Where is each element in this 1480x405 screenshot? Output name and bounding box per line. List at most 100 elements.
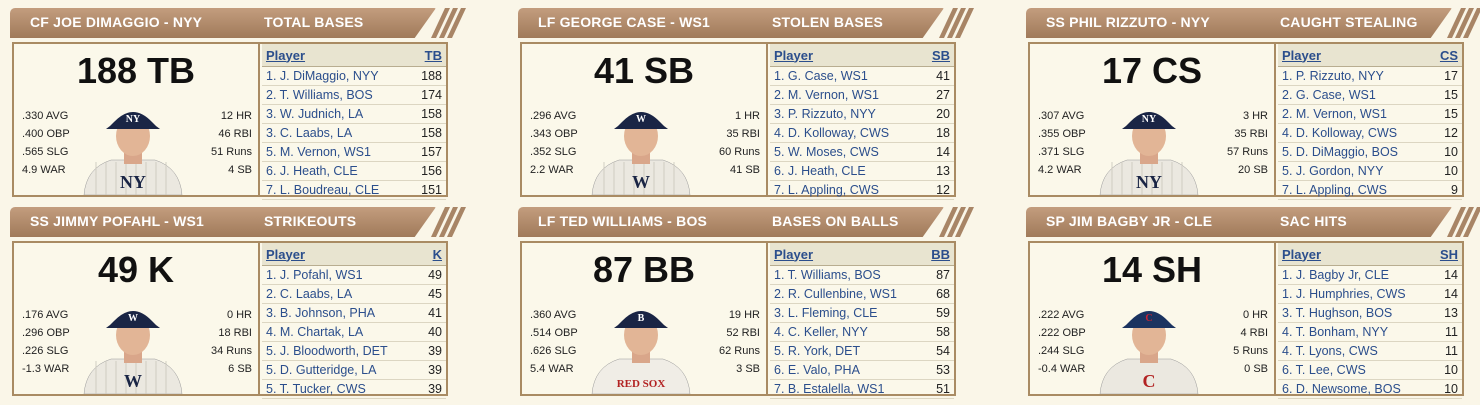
table-row[interactable]: 5. D. Gutteridge, LA 39 [262,361,446,380]
leader-name[interactable]: 1. G. Case, WS1 [774,69,868,83]
player-portrait[interactable]: NY NY [76,98,190,196]
leader-name[interactable]: 2. R. Cullenbine, WS1 [774,287,897,301]
player-column-header[interactable]: Player [1282,246,1322,262]
table-row[interactable]: 5. J. Gordon, NYY 10 [1278,162,1462,181]
table-row[interactable]: 4. C. Keller, NYY 58 [770,323,954,342]
table-row[interactable]: 1. J. Bagby Jr, CLE 14 [1278,266,1462,285]
leader-name[interactable]: 3. P. Rizzuto, NYY [774,107,876,121]
table-row[interactable]: 5. W. Moses, CWS 14 [770,143,954,162]
table-row[interactable]: 2. T. Williams, BOS 174 [262,86,446,105]
leader-name[interactable]: 2. G. Case, WS1 [1282,88,1376,102]
table-row[interactable]: 2. R. Cullenbine, WS1 68 [770,285,954,304]
player-column-header[interactable]: Player [266,47,306,63]
leader-name[interactable]: 2. C. Laabs, LA [266,287,353,301]
table-row[interactable]: 1. G. Case, WS1 41 [770,67,954,86]
stat-column-header[interactable]: CS [1439,47,1458,63]
leader-name[interactable]: 4. D. Kolloway, CWS [1282,126,1398,140]
leader-name[interactable]: 3. L. Fleming, CLE [774,306,878,320]
table-row[interactable]: 4. D. Kolloway, CWS 18 [770,124,954,143]
stat-column-header[interactable]: TB [424,47,442,63]
player-portrait[interactable]: B RED SOX [584,297,698,395]
table-row[interactable]: 3. T. Hughson, BOS 13 [1278,304,1462,323]
player-column-header[interactable]: Player [1282,47,1322,63]
leader-name[interactable]: 1. J. Pofahl, WS1 [266,268,363,282]
leader-name[interactable]: 4. T. Bonham, NYY [1282,325,1389,339]
player-title[interactable]: LF TED WILLIAMS - BOS [538,213,708,229]
leader-name[interactable]: 6. D. Newsome, BOS [1282,382,1401,396]
leader-name[interactable]: 6. J. Heath, CLE [774,164,866,178]
leader-name[interactable]: 5. J. Bloodworth, DET [266,344,388,358]
player-portrait[interactable]: W W [76,297,190,395]
player-title[interactable]: SP JIM BAGBY JR - CLE [1046,213,1213,229]
leader-name[interactable]: 5. D. DiMaggio, BOS [1282,145,1399,159]
player-portrait[interactable]: NY NY [1092,98,1206,196]
leader-name[interactable]: 5. W. Moses, CWS [774,145,879,159]
table-row[interactable]: 2. G. Case, WS1 15 [1278,86,1462,105]
leader-name[interactable]: 1. J. Bagby Jr, CLE [1282,268,1389,282]
leader-name[interactable]: 3. W. Judnich, LA [266,107,364,121]
table-row[interactable]: 6. D. Newsome, BOS 10 [1278,380,1462,399]
stat-column-header[interactable]: SB [931,47,950,63]
leader-name[interactable]: 7. L. Appling, CWS [774,183,879,197]
leader-name[interactable]: 5. J. Gordon, NYY [1282,164,1384,178]
table-row[interactable]: 4. T. Lyons, CWS 11 [1278,342,1462,361]
leader-name[interactable]: 6. J. Heath, CLE [266,164,358,178]
table-row[interactable]: 1. J. Pofahl, WS1 49 [262,266,446,285]
leader-name[interactable]: 7. L. Appling, CWS [1282,183,1387,197]
leader-name[interactable]: 4. D. Kolloway, CWS [774,126,890,140]
leader-name[interactable]: 2. M. Vernon, WS1 [774,88,879,102]
player-title[interactable]: SS PHIL RIZZUTO - NYY [1046,14,1210,30]
leader-name[interactable]: 4. M. Chartak, LA [266,325,364,339]
leader-name[interactable]: 7. B. Estalella, WS1 [774,382,885,396]
table-row[interactable]: 3. L. Fleming, CLE 59 [770,304,954,323]
table-row[interactable]: 2. C. Laabs, LA 45 [262,285,446,304]
table-row[interactable]: 6. T. Lee, CWS 10 [1278,361,1462,380]
table-row[interactable]: 1. J. DiMaggio, NYY 188 [262,67,446,86]
table-row[interactable]: 1. P. Rizzuto, NYY 17 [1278,67,1462,86]
player-column-header[interactable]: Player [774,246,814,262]
leader-name[interactable]: 3. C. Laabs, LA [266,126,353,140]
leader-name[interactable]: 1. P. Rizzuto, NYY [1282,69,1384,83]
leader-name[interactable]: 2. T. Williams, BOS [266,88,373,102]
player-title[interactable]: CF JOE DIMAGGIO - NYY [30,14,203,30]
table-row[interactable]: 5. T. Tucker, CWS 39 [262,380,446,399]
table-row[interactable]: 6. J. Heath, CLE 156 [262,162,446,181]
player-portrait[interactable]: W W [584,98,698,196]
leader-name[interactable]: 1. J. Humphries, CWS [1282,287,1406,301]
leader-name[interactable]: 2. M. Vernon, WS1 [1282,107,1387,121]
table-row[interactable]: 3. B. Johnson, PHA 41 [262,304,446,323]
table-row[interactable]: 7. L. Appling, CWS 9 [1278,181,1462,200]
leader-name[interactable]: 5. D. Gutteridge, LA [266,363,377,377]
table-row[interactable]: 5. R. York, DET 54 [770,342,954,361]
stat-column-header[interactable]: K [432,246,442,262]
table-row[interactable]: 5. J. Bloodworth, DET 39 [262,342,446,361]
player-title[interactable]: SS JIMMY POFAHL - WS1 [30,213,205,229]
leader-name[interactable]: 3. T. Hughson, BOS [1282,306,1393,320]
leader-name[interactable]: 4. T. Lyons, CWS [1282,344,1378,358]
leader-name[interactable]: 5. T. Tucker, CWS [266,382,366,396]
leader-name[interactable]: 7. L. Boudreau, CLE [266,183,380,197]
table-row[interactable]: 5. D. DiMaggio, BOS 10 [1278,143,1462,162]
player-portrait[interactable]: C C [1092,297,1206,395]
leader-name[interactable]: 1. T. Williams, BOS [774,268,881,282]
table-row[interactable]: 6. E. Valo, PHA 53 [770,361,954,380]
table-row[interactable]: 5. M. Vernon, WS1 157 [262,143,446,162]
table-row[interactable]: 4. D. Kolloway, CWS 12 [1278,124,1462,143]
table-row[interactable]: 4. T. Bonham, NYY 11 [1278,323,1462,342]
leader-name[interactable]: 3. B. Johnson, PHA [266,306,376,320]
table-row[interactable]: 7. B. Estalella, WS1 51 [770,380,954,399]
leader-name[interactable]: 5. M. Vernon, WS1 [266,145,371,159]
leader-name[interactable]: 1. J. DiMaggio, NYY [266,69,379,83]
table-row[interactable]: 2. M. Vernon, WS1 15 [1278,105,1462,124]
stat-column-header[interactable]: SH [1439,246,1458,262]
player-title[interactable]: LF GEORGE CASE - WS1 [538,14,711,30]
leader-name[interactable]: 6. E. Valo, PHA [774,363,860,377]
leader-name[interactable]: 4. C. Keller, NYY [774,325,868,339]
stat-column-header[interactable]: BB [931,246,950,262]
table-row[interactable]: 7. L. Boudreau, CLE 151 [262,181,446,200]
player-column-header[interactable]: Player [266,246,306,262]
table-row[interactable]: 7. L. Appling, CWS 12 [770,181,954,200]
table-row[interactable]: 6. J. Heath, CLE 13 [770,162,954,181]
table-row[interactable]: 1. J. Humphries, CWS 14 [1278,285,1462,304]
table-row[interactable]: 3. C. Laabs, LA 158 [262,124,446,143]
